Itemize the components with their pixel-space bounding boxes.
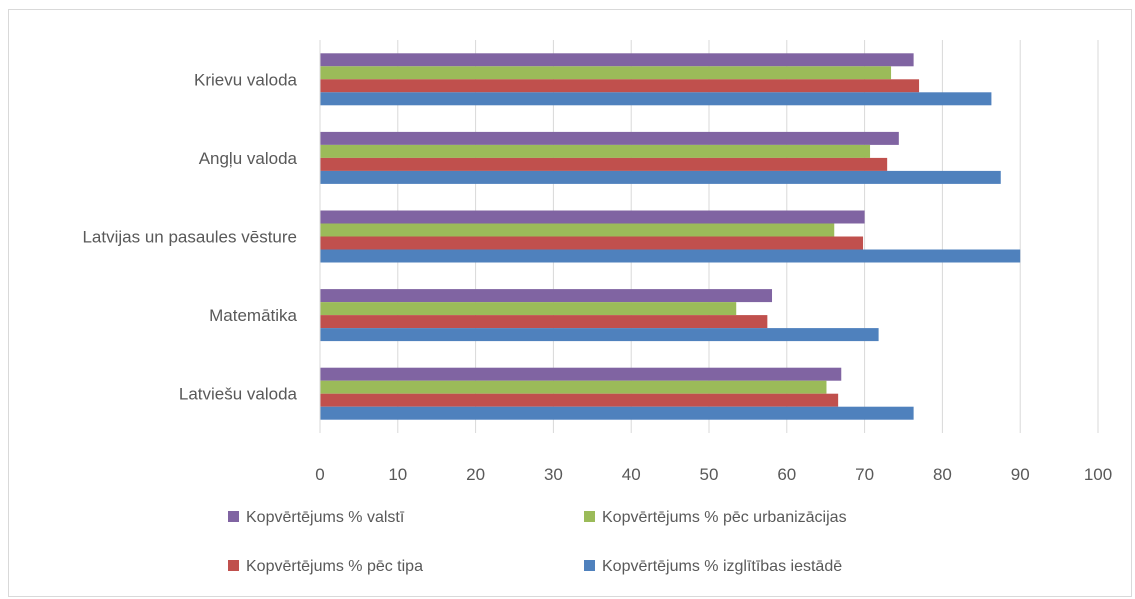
- x-tick-label: 80: [933, 465, 952, 484]
- bar: [320, 210, 865, 224]
- bar: [320, 170, 1001, 184]
- bar: [320, 236, 864, 250]
- bar: [320, 406, 914, 420]
- legend-swatch: [228, 511, 239, 522]
- bar: [320, 367, 842, 381]
- x-tick-label: 50: [700, 465, 719, 484]
- category-label: Krievu valoda: [194, 70, 298, 89]
- bar: [320, 393, 839, 407]
- bar: [320, 302, 737, 316]
- x-tick-label: 40: [622, 465, 641, 484]
- bar: [320, 144, 871, 158]
- legend-swatch: [228, 560, 239, 571]
- x-tick-label: 20: [466, 465, 485, 484]
- x-tick-label: 0: [315, 465, 324, 484]
- bar: [320, 53, 914, 67]
- bar: [320, 92, 992, 106]
- x-tick-label: 10: [388, 465, 407, 484]
- category-label: Angļu valoda: [199, 149, 298, 168]
- x-tick-label: 90: [1011, 465, 1030, 484]
- x-tick-label: 60: [777, 465, 796, 484]
- legend-label: Kopvērtējums % izglītības iestādē: [602, 558, 842, 575]
- bar: [320, 380, 827, 394]
- bar: [320, 315, 768, 329]
- x-tick-label: 100: [1084, 465, 1112, 484]
- bar: [320, 66, 892, 80]
- bar: [320, 131, 899, 145]
- bar: [320, 223, 835, 237]
- legend-label: Kopvērtējums % pēc urbanizācijas: [602, 509, 847, 526]
- x-tick-label: 70: [855, 465, 874, 484]
- legend-label: Kopvērtējums % valstī: [246, 509, 405, 526]
- x-tick-label: 30: [544, 465, 563, 484]
- bar: [320, 79, 920, 93]
- category-label: Matemātika: [209, 306, 297, 325]
- category-label: Latviešu valoda: [179, 385, 298, 404]
- legend-swatch: [584, 511, 595, 522]
- legend-label: Kopvērtējums % pēc tipa: [246, 558, 423, 575]
- bar: [320, 249, 1021, 263]
- bar: [320, 157, 888, 171]
- category-label: Latvijas un pasaules vēsture: [82, 228, 297, 247]
- bar: [320, 289, 773, 303]
- legend-swatch: [584, 560, 595, 571]
- bar: [320, 328, 879, 342]
